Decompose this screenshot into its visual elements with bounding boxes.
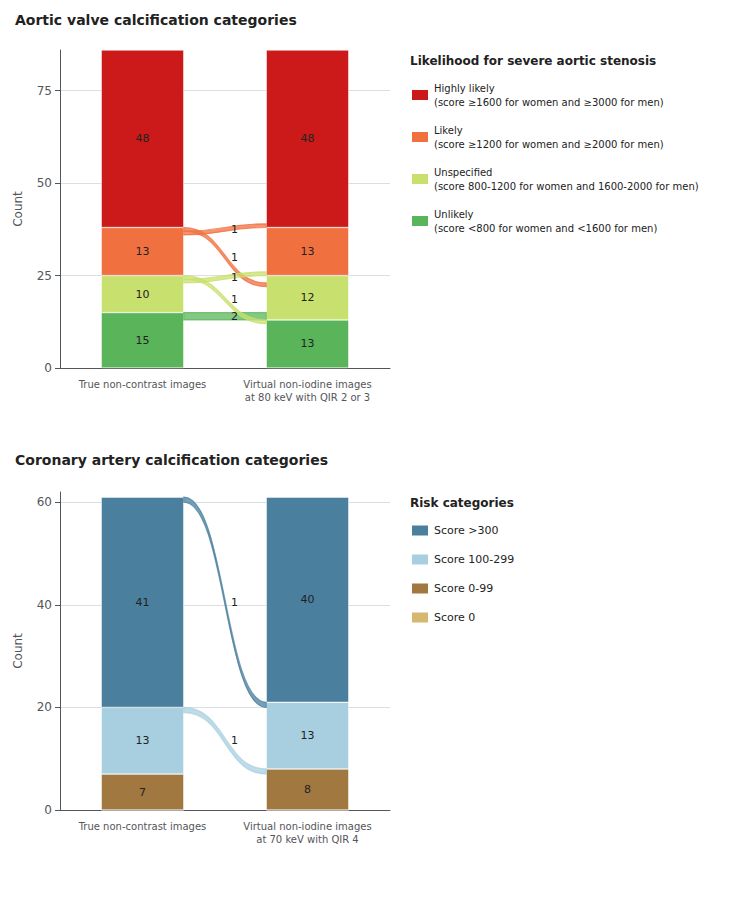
svg-text:Coronary artery calcification: Coronary artery calcification categories [15,452,328,468]
svg-text:40: 40 [301,593,315,606]
svg-text:10: 10 [136,288,150,301]
svg-text:at 80 keV with QIR 2 or 3: at 80 keV with QIR 2 or 3 [245,392,370,403]
svg-text:60: 60 [37,495,52,509]
svg-text:at 70 keV with QIR 4: at 70 keV with QIR 4 [256,834,358,845]
svg-text:25: 25 [37,269,52,283]
svg-text:Likelihood for severe aortic s: Likelihood for severe aortic stenosis [410,54,656,68]
svg-text:Score 0-99: Score 0-99 [434,582,493,595]
svg-text:(score <800 for women and <160: (score <800 for women and <1600 for men) [434,223,657,234]
svg-text:(score ≥1600 for women and ≥30: (score ≥1600 for women and ≥3000 for men… [434,97,664,108]
svg-text:1: 1 [231,251,238,264]
svg-text:1: 1 [231,271,238,284]
svg-text:1: 1 [231,223,238,236]
svg-text:50: 50 [37,176,52,190]
svg-text:Risk categories: Risk categories [410,496,514,510]
svg-text:13: 13 [301,337,315,350]
svg-text:1: 1 [231,596,238,609]
svg-text:1: 1 [231,293,238,306]
svg-text:13: 13 [136,734,150,747]
svg-text:13: 13 [301,245,315,258]
svg-text:75: 75 [37,84,52,98]
svg-text:(score 800-1200 for women and: (score 800-1200 for women and 1600-2000 … [434,181,699,192]
svg-text:40: 40 [37,598,52,612]
svg-text:Count: Count [11,191,25,227]
svg-text:Unlikely: Unlikely [434,209,474,220]
svg-text:Virtual non-iodine images: Virtual non-iodine images [243,821,371,832]
svg-text:Count: Count [11,633,25,669]
svg-text:48: 48 [136,132,150,145]
svg-text:13: 13 [136,245,150,258]
svg-text:Aortic valve calcification cat: Aortic valve calcification categories [15,12,297,28]
svg-text:20: 20 [37,700,52,714]
svg-text:Unspecified: Unspecified [434,167,492,178]
svg-text:15: 15 [136,334,150,347]
svg-text:Score >300: Score >300 [434,524,499,537]
svg-text:8: 8 [304,783,311,796]
svg-text:13: 13 [301,729,315,742]
svg-text:Virtual non-iodine images: Virtual non-iodine images [243,379,371,390]
svg-text:True non-contrast images: True non-contrast images [78,379,207,390]
svg-text:2: 2 [231,310,238,323]
svg-text:0: 0 [44,361,52,375]
svg-text:7: 7 [139,786,146,799]
svg-text:48: 48 [301,132,315,145]
svg-text:Score 100-299: Score 100-299 [434,553,514,566]
svg-text:Likely: Likely [434,125,463,136]
svg-text:True non-contrast images: True non-contrast images [78,821,207,832]
svg-text:(score ≥1200 for women and ≥20: (score ≥1200 for women and ≥2000 for men… [434,139,664,150]
svg-text:0: 0 [44,803,52,817]
svg-text:Score 0: Score 0 [434,611,475,624]
svg-text:1: 1 [231,734,238,747]
svg-text:41: 41 [136,596,150,609]
svg-text:Highly likely: Highly likely [434,83,495,94]
svg-text:12: 12 [301,291,315,304]
